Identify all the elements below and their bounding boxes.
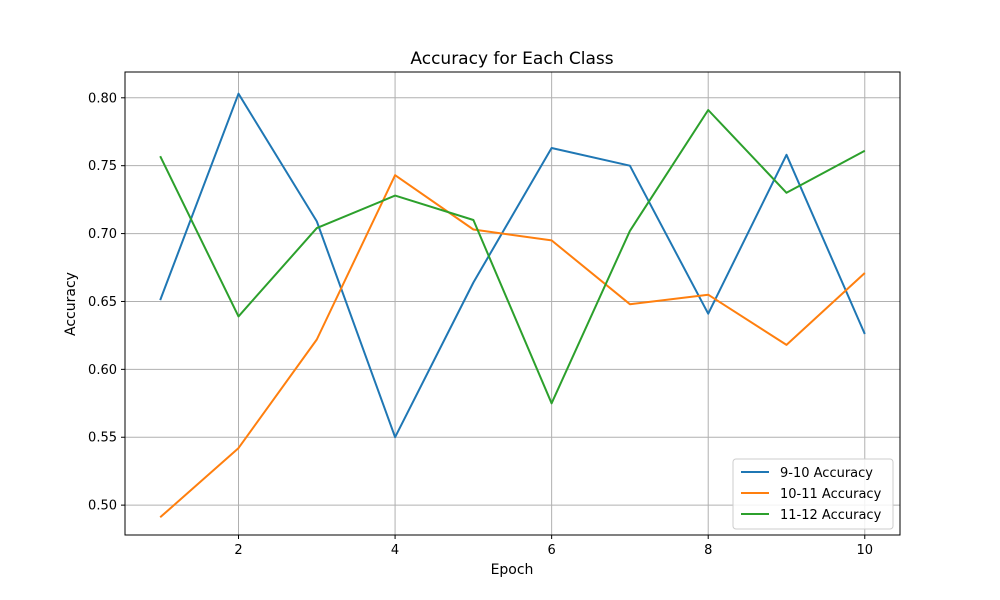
x-tick-label: 2 <box>234 543 242 558</box>
x-axis-label: Epoch <box>491 562 534 578</box>
y-tick-label: 0.70 <box>88 227 117 242</box>
y-tick-label: 0.50 <box>88 499 117 514</box>
chart-title: Accuracy for Each Class <box>410 49 613 69</box>
y-tick-label: 0.65 <box>88 295 117 310</box>
axis-ticks: 2 4 6 8 10 0.50 0.55 0.60 0.65 0.70 0.75 0.80 <box>88 91 873 558</box>
legend-label-11-12: 11-12 Accuracy <box>780 508 882 523</box>
y-tick-label: 0.60 <box>88 363 117 378</box>
plot-frame <box>124 71 901 536</box>
legend-label-9-10: 9-10 Accuracy <box>780 466 873 481</box>
x-tick-label: 6 <box>548 543 556 558</box>
series-line-1 <box>159 92 866 439</box>
legend-box <box>732 458 894 530</box>
legend-label-10-11: 10-11 Accuracy <box>780 487 882 502</box>
y-tick-label: 0.55 <box>88 431 117 446</box>
x-tick-label: 10 <box>856 543 873 558</box>
y-tick-label: 0.80 <box>88 91 117 106</box>
x-tick-label: 4 <box>391 543 399 558</box>
series-line-3 <box>159 109 866 405</box>
x-tick-label: 8 <box>704 543 712 558</box>
y-axis-label: Accuracy <box>63 272 79 336</box>
series-lines <box>159 92 866 519</box>
legend: 9-10 Accuracy 10-11 Accuracy 11-12 Accur… <box>732 458 894 530</box>
y-tick-label: 0.75 <box>88 159 117 174</box>
series-line-2 <box>159 174 866 519</box>
